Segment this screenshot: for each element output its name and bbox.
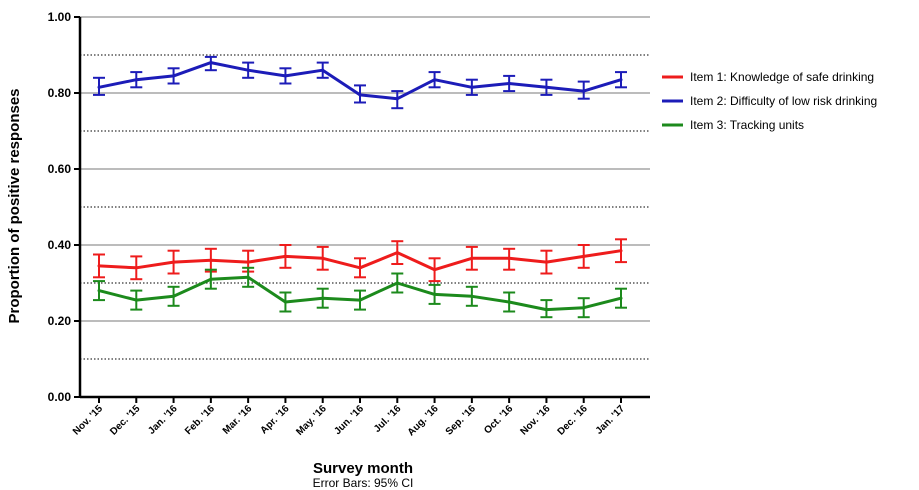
data-point <box>395 251 399 255</box>
data-point <box>172 260 176 264</box>
data-point <box>470 294 474 298</box>
data-point <box>358 298 362 302</box>
data-point <box>321 256 325 260</box>
data-point <box>582 254 586 258</box>
data-point <box>544 308 548 312</box>
x-tick-label: Dec. '16 <box>556 403 591 438</box>
axes: 0.00 0.20 0.40 0.60 0.80 1.00 Nov. '15 Dec. '15… <box>48 10 650 438</box>
data-point <box>321 296 325 300</box>
grid-lines <box>80 16 650 360</box>
data-point <box>246 260 250 264</box>
legend-item: Item 2: Difficulty of low risk drinking <box>662 94 877 108</box>
x-tick-label: Aug. '16 <box>406 403 441 438</box>
data-point <box>172 294 176 298</box>
x-axis-title: Survey month <box>313 460 413 477</box>
x-tick-label: Sep. '16 <box>444 403 479 438</box>
error-bars-note: Error Bars: 95% CI <box>313 476 414 490</box>
data-point <box>619 296 623 300</box>
x-tick-label: Apr. '16 <box>259 403 292 436</box>
data-point <box>395 281 399 285</box>
data-point <box>97 289 101 293</box>
y-tick-label: 1.00 <box>48 10 72 24</box>
data-point <box>433 78 437 82</box>
data-point <box>470 256 474 260</box>
data-point <box>619 78 623 82</box>
data-point <box>470 85 474 89</box>
series-3 <box>93 266 627 319</box>
data-point <box>209 258 213 262</box>
legend-item: Item 1: Knowledge of safe drinking <box>662 70 874 84</box>
data-point <box>321 68 325 72</box>
data-point <box>134 298 138 302</box>
data-point <box>582 306 586 310</box>
data-point <box>246 275 250 279</box>
y-tick-label: 0.40 <box>48 238 72 252</box>
x-tick-label: Nov. '15 <box>71 403 105 437</box>
x-tick-label: Jul. '16 <box>372 403 404 435</box>
data-point <box>283 254 287 258</box>
y-tick-label: 0.00 <box>48 390 72 404</box>
data-point <box>619 249 623 253</box>
data-point <box>507 256 511 260</box>
x-tick-label: Dec. '15 <box>108 403 143 438</box>
y-tick-label: 0.60 <box>48 162 72 176</box>
legend-label: Item 3: Tracking units <box>690 118 804 132</box>
legend-label: Item 1: Knowledge of safe drinking <box>690 70 874 84</box>
data-point <box>507 300 511 304</box>
legend-label: Item 2: Difficulty of low risk drinking <box>690 94 877 108</box>
data-point <box>209 61 213 65</box>
y-tick-label: 0.20 <box>48 314 72 328</box>
y-axis-title: Proportion of positive responses <box>6 88 23 323</box>
x-tick-label: Jun. '16 <box>332 403 366 437</box>
data-point <box>358 93 362 97</box>
data-point <box>246 68 250 72</box>
data-point <box>358 266 362 270</box>
data-point <box>97 85 101 89</box>
data-point <box>134 266 138 270</box>
data-point <box>433 292 437 296</box>
x-tick-label: May. '16 <box>294 403 329 438</box>
data-point <box>172 74 176 78</box>
x-tick-label: Jan. '17 <box>594 403 628 437</box>
data-point <box>582 89 586 93</box>
data-point <box>209 277 213 281</box>
data-point <box>134 78 138 82</box>
data-point <box>283 300 287 304</box>
data-point <box>283 74 287 78</box>
x-tick-label: Jan. '16 <box>146 403 180 437</box>
x-tick-label: Mar. '16 <box>221 403 255 437</box>
y-tick-label: 0.80 <box>48 86 72 100</box>
x-tick-label: Nov. '16 <box>518 403 552 437</box>
legend: Item 1: Knowledge of safe drinking Item 2… <box>662 70 877 132</box>
data-point <box>544 85 548 89</box>
data-point <box>507 82 511 85</box>
series-2 <box>93 55 627 110</box>
data-point <box>395 97 399 101</box>
series-1 <box>93 238 627 283</box>
data-series <box>93 55 627 319</box>
data-point <box>544 260 548 264</box>
legend-item: Item 3: Tracking units <box>662 118 804 132</box>
data-point <box>433 268 437 272</box>
x-tick-label: Oct. '16 <box>482 403 515 436</box>
x-tick-label: Feb. '16 <box>183 403 217 437</box>
data-point <box>97 264 101 268</box>
